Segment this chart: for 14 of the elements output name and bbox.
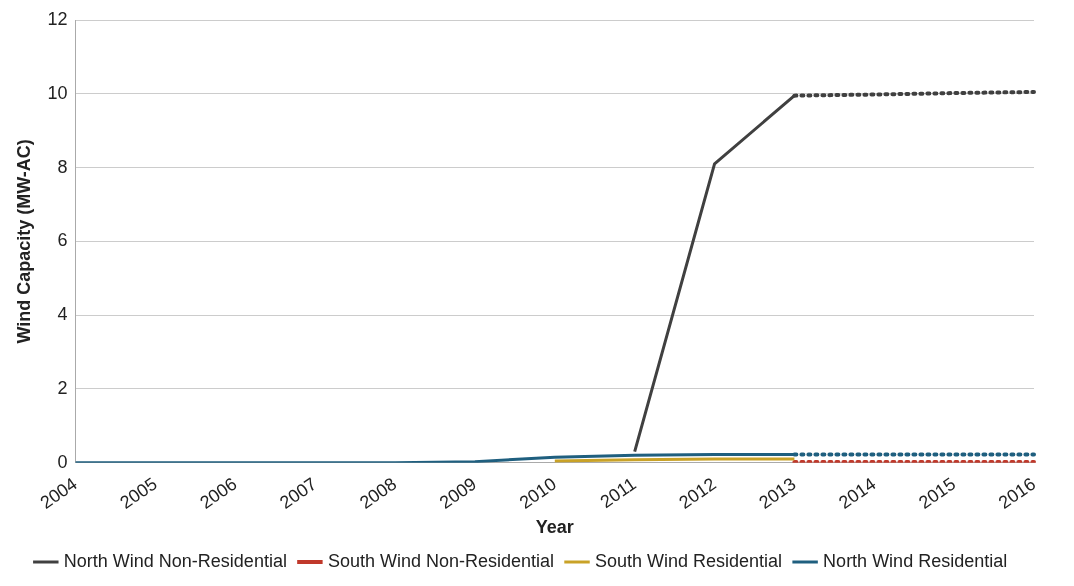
y-tick-label: 4 xyxy=(57,304,68,325)
y-tick-label: 0 xyxy=(57,451,68,472)
y-tick-label: 10 xyxy=(47,82,68,103)
y-tick-label: 8 xyxy=(57,156,68,177)
x-axis-title: Year xyxy=(535,517,574,538)
y-tick-label: 12 xyxy=(47,8,68,29)
y-tick-label: 2 xyxy=(57,377,68,398)
legend-label: South Wind Non-Residential xyxy=(327,550,555,571)
legend-label: North Wind Residential xyxy=(823,550,1008,571)
y-tick-label: 6 xyxy=(57,230,68,251)
legend-label: South Wind Residential xyxy=(595,550,783,571)
x-tick-label: 2011 xyxy=(596,473,640,513)
y-axis-title: Wind Capacity (MW-AC) xyxy=(13,139,34,344)
legend-label: North Wind Non-Residential xyxy=(63,550,287,571)
